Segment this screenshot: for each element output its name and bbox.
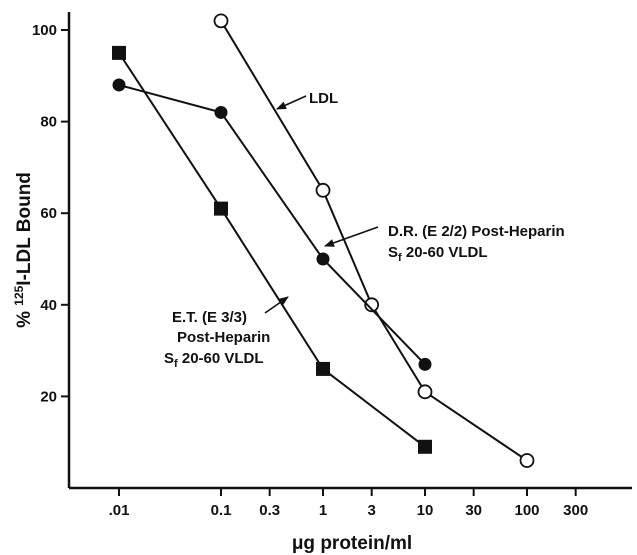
y-tick-label-0: 20 bbox=[40, 388, 57, 405]
y-tick-label-2: 60 bbox=[40, 205, 57, 222]
point-ldl-2 bbox=[364, 297, 380, 313]
x-tick-label-0: .01 bbox=[109, 502, 130, 519]
ticks-layer: .01 0.1 0.3 1 3 10 30 100 300 20 40 60 80 100 bbox=[32, 22, 588, 519]
point-ldl-3 bbox=[417, 384, 433, 400]
annotation-dr-s: S bbox=[388, 244, 398, 261]
annotation-et-line2: Post-Heparin bbox=[177, 329, 270, 346]
series-line-ldl bbox=[220, 20, 528, 462]
annotation-ldl: LDL bbox=[276, 90, 338, 110]
x-tick-label-8: 300 bbox=[563, 502, 588, 519]
point-ldl-4 bbox=[519, 453, 535, 468]
annotation-et-line3: Sf 20-60 VLDL bbox=[164, 350, 264, 370]
annotation-ldl-label: LDL bbox=[309, 90, 338, 107]
series-dr bbox=[112, 78, 432, 371]
point-ldl-1 bbox=[315, 182, 331, 198]
point-dr-1 bbox=[214, 105, 228, 119]
annotation-dr-line2: Sf 20-60 VLDL bbox=[388, 244, 488, 264]
x-tick-label-1: 0.1 bbox=[211, 502, 232, 519]
y-axis-title-prefix: % bbox=[14, 306, 35, 328]
point-et-1 bbox=[214, 201, 228, 216]
point-dr-3 bbox=[418, 357, 432, 371]
annotation-et-sub: f bbox=[174, 358, 178, 370]
series-et bbox=[112, 45, 432, 454]
annotation-et-s: S bbox=[164, 350, 174, 367]
annotation-dr-sub: f bbox=[398, 252, 402, 264]
point-et-0 bbox=[112, 45, 126, 60]
x-tick-label-5: 10 bbox=[417, 502, 434, 519]
annotation-et-rest: 20-60 VLDL bbox=[178, 350, 264, 367]
series-line-et bbox=[118, 52, 426, 448]
arrow-et bbox=[264, 296, 289, 314]
arrow-ldl bbox=[276, 95, 307, 110]
point-et-2 bbox=[316, 361, 330, 376]
x-tick-label-4: 3 bbox=[367, 502, 375, 519]
arrow-dr bbox=[324, 226, 379, 247]
annotation-dr-rest: 20-60 VLDL bbox=[402, 244, 488, 261]
annotation-et-line1: E.T. (E 3/3) bbox=[172, 309, 247, 326]
y-axis-title: % 125I-LDL Bound bbox=[12, 172, 35, 328]
y-tick-label-4: 100 bbox=[32, 22, 57, 39]
series-line-dr bbox=[118, 84, 426, 365]
x-axis-title: μg protein/ml bbox=[292, 533, 412, 554]
y-axis-title-superscript: 125 bbox=[12, 285, 26, 305]
x-tick-label-3: 1 bbox=[319, 502, 327, 519]
y-tick-label-3: 80 bbox=[40, 114, 57, 131]
x-tick-label-7: 100 bbox=[514, 502, 539, 519]
point-ldl-0 bbox=[213, 13, 229, 29]
series-ldl bbox=[213, 13, 535, 468]
x-tick-label-6: 30 bbox=[465, 502, 482, 519]
y-axis-title-suffix: I-LDL Bound bbox=[14, 172, 35, 286]
annotation-dr-line1: D.R. (E 2/2) Post-Heparin bbox=[388, 223, 565, 240]
point-dr-0 bbox=[112, 78, 126, 92]
series-layer bbox=[112, 13, 535, 468]
annotation-dr: D.R. (E 2/2) Post-Heparin Sf 20-60 VLDL bbox=[324, 223, 565, 264]
point-et-3 bbox=[418, 439, 432, 454]
annotation-et: E.T. (E 3/3) Post-Heparin Sf 20-60 VLDL bbox=[164, 296, 289, 370]
y-tick-label-1: 40 bbox=[40, 297, 57, 314]
x-tick-label-2: 0.3 bbox=[259, 502, 280, 519]
point-dr-2 bbox=[316, 252, 330, 266]
